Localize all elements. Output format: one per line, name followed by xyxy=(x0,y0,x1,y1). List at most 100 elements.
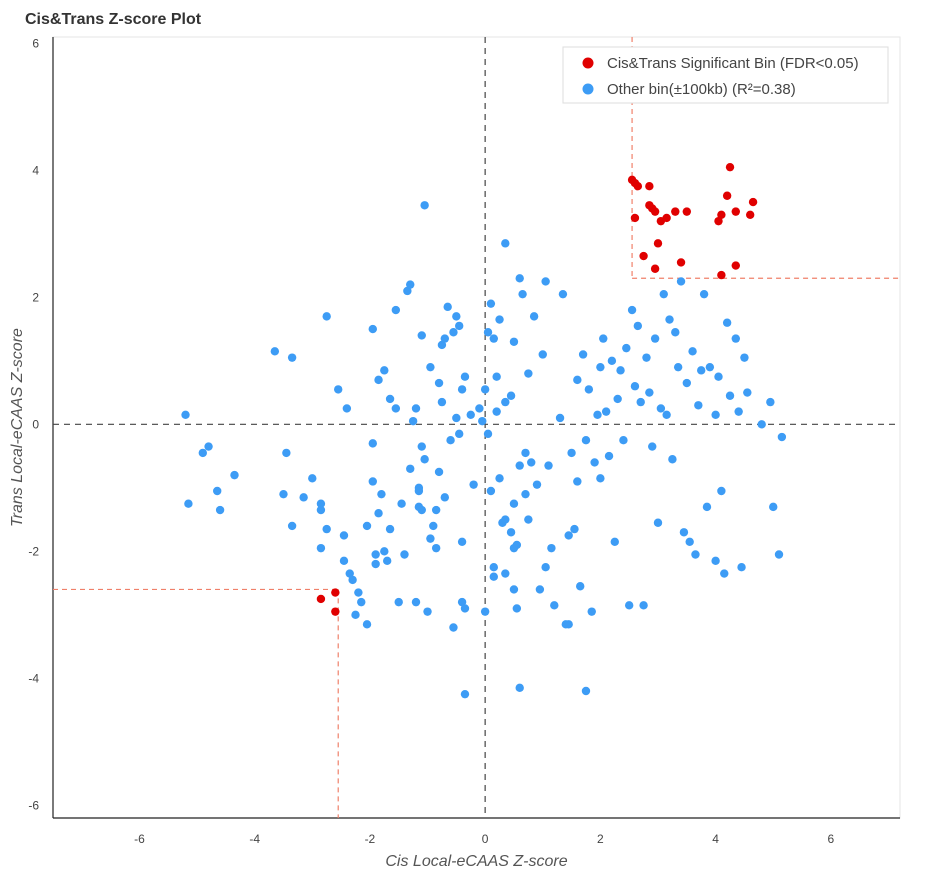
data-point xyxy=(671,328,680,337)
data-point xyxy=(676,277,686,286)
data-point xyxy=(570,524,579,534)
data-point xyxy=(339,556,349,566)
data-point xyxy=(204,442,213,451)
data-point xyxy=(457,597,467,607)
data-point xyxy=(673,362,683,372)
data-point xyxy=(532,480,542,489)
data-point xyxy=(417,505,426,515)
data-point xyxy=(630,213,640,223)
data-point xyxy=(734,407,743,416)
data-point xyxy=(547,543,556,553)
data-point xyxy=(653,239,663,248)
data-point xyxy=(653,518,663,527)
data-point xyxy=(331,588,340,597)
data-point xyxy=(518,289,527,299)
data-point xyxy=(529,312,539,321)
data-point xyxy=(679,528,689,537)
data-point xyxy=(535,585,545,594)
data-point xyxy=(489,562,498,572)
data-point xyxy=(483,429,493,439)
data-point xyxy=(639,601,648,610)
data-point xyxy=(777,432,787,442)
data-point xyxy=(731,261,740,270)
data-point xyxy=(492,372,501,381)
data-point xyxy=(287,521,297,531)
data-point xyxy=(215,505,225,515)
data-point xyxy=(440,493,450,502)
data-point xyxy=(722,318,732,327)
data-point xyxy=(573,477,582,486)
data-point xyxy=(581,435,591,445)
data-point xyxy=(630,382,640,391)
legend-marker xyxy=(582,57,594,69)
data-point xyxy=(725,391,735,400)
data-point xyxy=(351,610,360,620)
data-point xyxy=(581,686,591,696)
data-point xyxy=(639,251,648,261)
data-point xyxy=(460,689,470,699)
data-point xyxy=(538,350,547,359)
data-point xyxy=(711,556,720,566)
data-point xyxy=(478,416,487,426)
data-point xyxy=(550,601,559,610)
data-point xyxy=(495,474,504,483)
data-point xyxy=(524,369,533,378)
data-point xyxy=(619,435,628,445)
data-point xyxy=(455,321,464,331)
data-point xyxy=(717,486,726,496)
data-point xyxy=(480,385,490,394)
data-point xyxy=(627,305,637,315)
data-point xyxy=(391,404,401,413)
data-point xyxy=(648,442,657,451)
data-point xyxy=(633,321,643,331)
x-tick-label: -2 xyxy=(365,832,376,846)
data-point xyxy=(769,502,778,512)
data-point xyxy=(506,528,516,537)
data-point xyxy=(694,401,703,410)
x-tick-label: 6 xyxy=(828,832,835,846)
data-point xyxy=(380,547,389,556)
data-point xyxy=(740,353,749,362)
data-point xyxy=(541,277,550,286)
data-point xyxy=(524,515,533,524)
data-point xyxy=(342,404,352,413)
data-point xyxy=(584,385,594,394)
data-point xyxy=(434,467,444,477)
x-axis-label: Cis Local-eCAAS Z-score xyxy=(385,853,567,870)
y-tick-label: -6 xyxy=(28,798,39,812)
x-tick-label: 2 xyxy=(597,832,604,846)
data-point xyxy=(316,505,326,515)
data-point xyxy=(492,407,501,416)
data-point xyxy=(417,331,426,340)
data-point xyxy=(385,394,395,404)
data-point xyxy=(714,372,723,381)
data-point xyxy=(757,420,766,429)
data-point xyxy=(622,343,631,353)
data-point xyxy=(616,366,625,375)
data-point xyxy=(282,448,291,458)
data-point xyxy=(431,543,441,553)
data-point xyxy=(748,197,758,207)
chart-title: Cis&Trans Z-score Plot xyxy=(25,11,202,28)
data-point xyxy=(501,569,510,578)
data-point xyxy=(633,182,643,191)
data-point xyxy=(368,439,377,448)
data-point xyxy=(501,239,510,248)
data-point xyxy=(460,372,470,381)
plot-area xyxy=(52,36,901,819)
data-point xyxy=(423,607,432,616)
data-point xyxy=(354,588,363,597)
data-point xyxy=(593,410,602,420)
data-point xyxy=(322,524,331,534)
data-point xyxy=(368,324,377,334)
data-point xyxy=(564,620,573,629)
data-point xyxy=(607,356,617,366)
data-point xyxy=(362,521,372,531)
data-point xyxy=(480,607,490,616)
data-point xyxy=(544,461,553,470)
data-point xyxy=(604,451,614,461)
data-point xyxy=(699,289,709,299)
data-point xyxy=(489,334,498,343)
data-point xyxy=(590,458,599,467)
data-point xyxy=(714,216,723,226)
